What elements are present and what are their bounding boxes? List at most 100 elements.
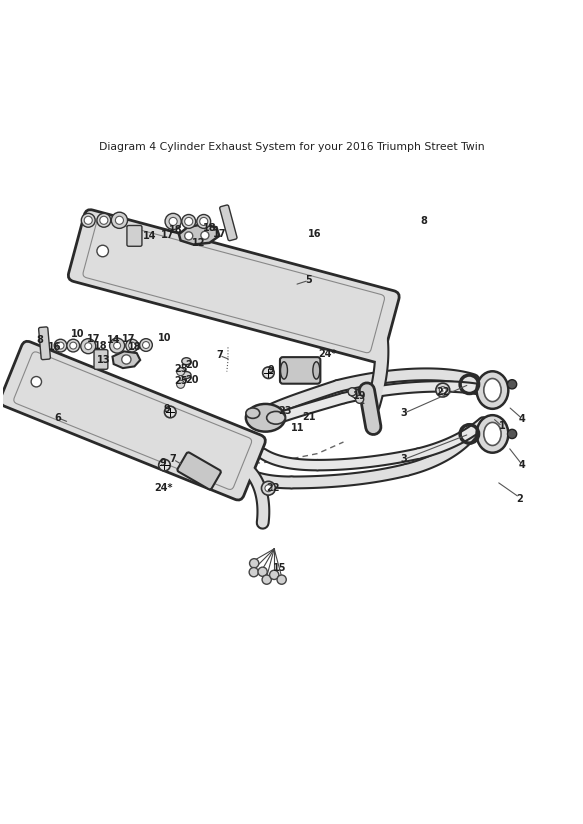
- Circle shape: [262, 575, 271, 584]
- Circle shape: [110, 338, 125, 353]
- Circle shape: [31, 377, 41, 387]
- Circle shape: [436, 383, 449, 397]
- Text: 16: 16: [48, 342, 61, 353]
- Circle shape: [507, 380, 517, 389]
- Circle shape: [140, 339, 152, 351]
- Text: 7: 7: [216, 350, 223, 360]
- Text: 11: 11: [290, 424, 304, 433]
- Circle shape: [177, 380, 185, 388]
- Text: 1: 1: [499, 421, 505, 432]
- Circle shape: [356, 396, 364, 403]
- Text: 14: 14: [143, 231, 157, 241]
- Text: 9: 9: [164, 404, 171, 414]
- Circle shape: [114, 342, 121, 349]
- Ellipse shape: [246, 404, 285, 432]
- Text: 16: 16: [308, 229, 321, 239]
- Circle shape: [100, 216, 108, 224]
- Circle shape: [185, 232, 193, 240]
- Circle shape: [197, 214, 210, 228]
- Text: 3: 3: [401, 408, 408, 418]
- Circle shape: [97, 213, 111, 227]
- Circle shape: [54, 339, 67, 352]
- Text: 18: 18: [169, 224, 183, 235]
- FancyBboxPatch shape: [220, 205, 237, 241]
- Text: 17: 17: [213, 229, 226, 239]
- Text: 22: 22: [436, 386, 449, 397]
- Circle shape: [185, 218, 193, 226]
- Circle shape: [169, 218, 177, 226]
- Circle shape: [249, 568, 258, 577]
- Circle shape: [81, 213, 95, 227]
- Circle shape: [177, 368, 185, 376]
- Circle shape: [277, 575, 286, 584]
- Text: 18: 18: [203, 223, 216, 233]
- Circle shape: [348, 388, 356, 396]
- Circle shape: [261, 481, 275, 495]
- Circle shape: [80, 339, 96, 353]
- Circle shape: [129, 342, 136, 349]
- Text: 4: 4: [519, 460, 526, 471]
- Text: 24*: 24*: [154, 483, 173, 494]
- Circle shape: [67, 339, 79, 352]
- Text: 13: 13: [97, 355, 111, 365]
- Text: 3: 3: [401, 454, 408, 465]
- Ellipse shape: [484, 378, 501, 401]
- Circle shape: [507, 429, 517, 438]
- Circle shape: [250, 559, 259, 568]
- Text: 22: 22: [266, 483, 280, 494]
- Text: 4: 4: [519, 414, 526, 424]
- Circle shape: [111, 213, 128, 228]
- Text: 9: 9: [268, 365, 275, 376]
- Text: 17: 17: [87, 335, 101, 344]
- Ellipse shape: [313, 362, 320, 379]
- Text: 14: 14: [107, 335, 121, 344]
- Text: 25: 25: [174, 364, 187, 374]
- Text: 20: 20: [185, 359, 199, 370]
- Circle shape: [122, 355, 131, 364]
- Text: 9: 9: [160, 458, 167, 468]
- Text: 18: 18: [128, 342, 141, 353]
- Text: 25: 25: [174, 376, 187, 386]
- Circle shape: [115, 216, 124, 224]
- Circle shape: [84, 216, 92, 224]
- Text: 8: 8: [421, 217, 428, 227]
- Circle shape: [258, 567, 267, 576]
- Circle shape: [440, 386, 446, 394]
- Text: 6: 6: [54, 413, 61, 423]
- FancyBboxPatch shape: [0, 341, 265, 500]
- Circle shape: [269, 570, 279, 579]
- Circle shape: [142, 342, 149, 349]
- Text: 8: 8: [37, 335, 44, 345]
- Text: 17: 17: [160, 230, 174, 241]
- Circle shape: [85, 343, 92, 349]
- Circle shape: [70, 342, 77, 349]
- FancyBboxPatch shape: [280, 357, 321, 384]
- Polygon shape: [113, 351, 140, 368]
- Ellipse shape: [476, 415, 508, 452]
- FancyBboxPatch shape: [38, 327, 50, 359]
- Circle shape: [201, 232, 209, 239]
- Ellipse shape: [182, 372, 191, 378]
- Ellipse shape: [280, 362, 287, 379]
- Circle shape: [159, 459, 170, 471]
- Circle shape: [165, 213, 181, 230]
- Circle shape: [164, 406, 176, 418]
- Text: 18: 18: [94, 341, 108, 351]
- Ellipse shape: [476, 372, 508, 409]
- FancyBboxPatch shape: [94, 349, 108, 369]
- Text: 10: 10: [71, 329, 85, 339]
- Circle shape: [126, 339, 139, 352]
- Text: 12: 12: [192, 238, 206, 248]
- Text: 5: 5: [305, 275, 312, 285]
- Circle shape: [97, 246, 108, 257]
- Text: 15: 15: [273, 563, 287, 573]
- FancyBboxPatch shape: [68, 209, 399, 363]
- Text: 21: 21: [302, 412, 315, 422]
- Text: 10: 10: [158, 333, 171, 343]
- Ellipse shape: [484, 423, 501, 446]
- Circle shape: [200, 218, 208, 226]
- Ellipse shape: [266, 411, 285, 424]
- Circle shape: [265, 485, 272, 492]
- Ellipse shape: [246, 408, 260, 419]
- Text: 2: 2: [516, 494, 523, 503]
